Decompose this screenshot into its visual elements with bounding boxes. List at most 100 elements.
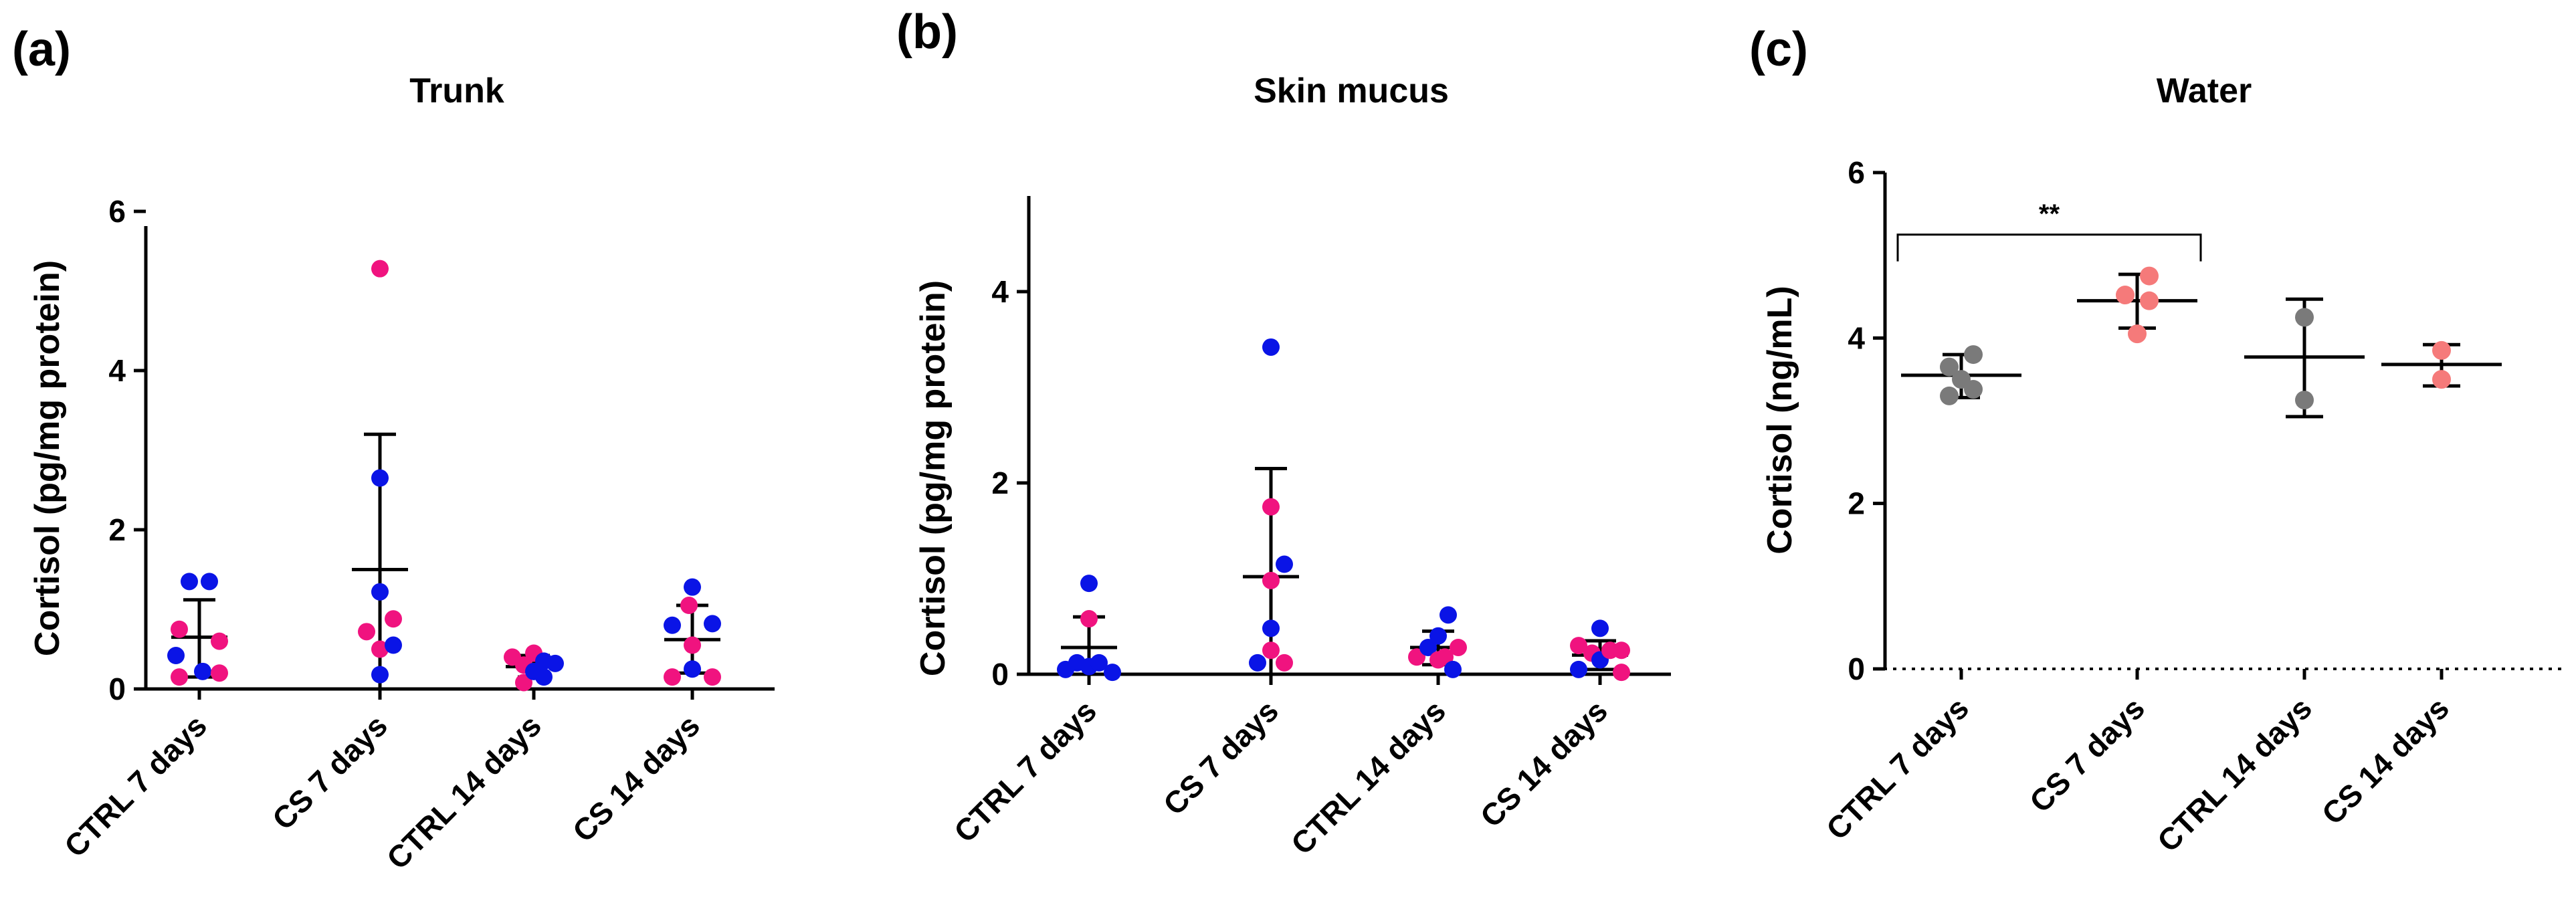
data-point	[2116, 286, 2135, 305]
data-point	[547, 654, 564, 672]
data-point	[1080, 575, 1098, 593]
chart-title-water: Water	[2157, 72, 2252, 110]
data-point	[1444, 660, 1462, 678]
data-point	[2432, 340, 2451, 360]
panel-trunk: (a) Trunk Cortisol (pg/mg protein) 0246 …	[12, 23, 775, 876]
data-point	[1419, 638, 1437, 656]
summary-bars	[1901, 272, 2502, 419]
data-point	[371, 469, 389, 487]
data-point	[2432, 370, 2451, 389]
x-tick-label: CS 7 days	[2023, 690, 2151, 819]
data-point	[1964, 345, 1983, 365]
significance-annotation: **	[1896, 199, 2202, 262]
data-point	[680, 597, 698, 615]
y-tick-label: 6	[108, 194, 126, 229]
data-point	[1080, 610, 1098, 628]
x-tick-label: CS 14 days	[566, 708, 706, 848]
data-point	[371, 583, 389, 601]
data-point	[171, 668, 188, 686]
data-points	[1940, 266, 2451, 410]
data-point	[211, 632, 228, 650]
data-point	[704, 668, 721, 686]
data-point	[385, 636, 402, 654]
y-tick-label: 2	[1848, 486, 1865, 521]
y-ticks: 0 2 4	[991, 274, 1029, 692]
data-point	[1262, 498, 1280, 516]
data-point	[371, 640, 389, 658]
x-tick-label: CTRL 14 days	[1284, 693, 1452, 861]
y-ticks: 0 2 4 6	[1848, 155, 1885, 686]
panel-label-c: (c)	[1749, 23, 1808, 76]
data-point	[1940, 357, 1959, 377]
data-point	[1613, 641, 1630, 660]
data-point	[684, 636, 701, 654]
chart-title-trunk: Trunk	[409, 72, 504, 110]
y-tick-label: 0	[108, 672, 126, 706]
data-point	[1249, 654, 1266, 672]
y-tick-label: 4	[991, 274, 1009, 309]
y-ticks: 0 2 4 6	[108, 194, 146, 706]
data-point	[1262, 571, 1280, 589]
data-point	[1613, 664, 1630, 682]
data-point	[1940, 386, 1959, 405]
x-tick-label: CTRL 7 days	[58, 708, 213, 864]
data-point	[1570, 637, 1587, 655]
data-point	[1436, 648, 1454, 666]
significance-label: **	[2039, 199, 2060, 229]
y-tick-label: 6	[1848, 155, 1865, 190]
panel-water: (c) Water Cortisol (ng/mL) 0 2 4 6 CTRL 7 d…	[1749, 23, 2562, 859]
data-point	[1450, 638, 1467, 656]
data-points	[167, 260, 721, 692]
data-point	[1408, 648, 1425, 666]
panel-skin-mucus: (b) Skin mucus Cortisol (pg/mg protein) …	[896, 5, 1671, 862]
panel-label-a: (a)	[12, 23, 71, 76]
x-tick-label: CS 14 days	[1474, 693, 1614, 833]
y-axis-label-trunk: Cortisol (pg/mg protein)	[28, 260, 67, 656]
data-point	[171, 620, 188, 638]
summary-bars	[171, 432, 720, 691]
data-point	[385, 610, 402, 628]
data-point	[371, 666, 389, 684]
data-point	[1570, 660, 1587, 678]
data-point	[704, 615, 721, 633]
x-tick-label: CS 7 days	[1157, 693, 1285, 821]
y-tick-label: 2	[991, 466, 1009, 500]
data-point	[684, 578, 701, 596]
significance-bracket	[1896, 233, 2202, 262]
y-tick-label: 4	[1848, 320, 1865, 355]
data-point	[1262, 641, 1280, 660]
data-point	[201, 573, 218, 591]
x-tick-label: CS 7 days	[266, 708, 394, 836]
data-point	[1276, 654, 1293, 672]
chart-title-skin-mucus: Skin mucus	[1254, 72, 1449, 110]
data-point	[181, 573, 198, 591]
data-point	[515, 674, 532, 692]
data-point	[2140, 266, 2159, 286]
data-point	[2295, 308, 2314, 327]
y-tick-label: 0	[991, 657, 1009, 692]
data-point	[1276, 555, 1293, 573]
data-point	[1591, 619, 1609, 637]
data-points	[1057, 338, 1630, 682]
data-point	[535, 668, 553, 686]
data-point	[358, 623, 375, 641]
data-point	[1262, 338, 1280, 356]
data-point	[1090, 654, 1108, 672]
data-point	[167, 647, 185, 665]
y-tick-label: 2	[108, 512, 126, 547]
data-point	[371, 260, 389, 278]
x-tick-label: CTRL 7 days	[1819, 690, 1975, 846]
panel-label-b: (b)	[896, 5, 958, 59]
data-point	[684, 660, 701, 678]
x-tick-label: CS 14 days	[2315, 690, 2456, 831]
data-point	[664, 616, 681, 634]
x-tick-label: CTRL 14 days	[380, 708, 548, 876]
y-tick-label: 4	[108, 353, 126, 388]
x-tick-label: CTRL 7 days	[947, 693, 1103, 849]
data-point	[2140, 291, 2159, 310]
data-point	[664, 668, 681, 686]
